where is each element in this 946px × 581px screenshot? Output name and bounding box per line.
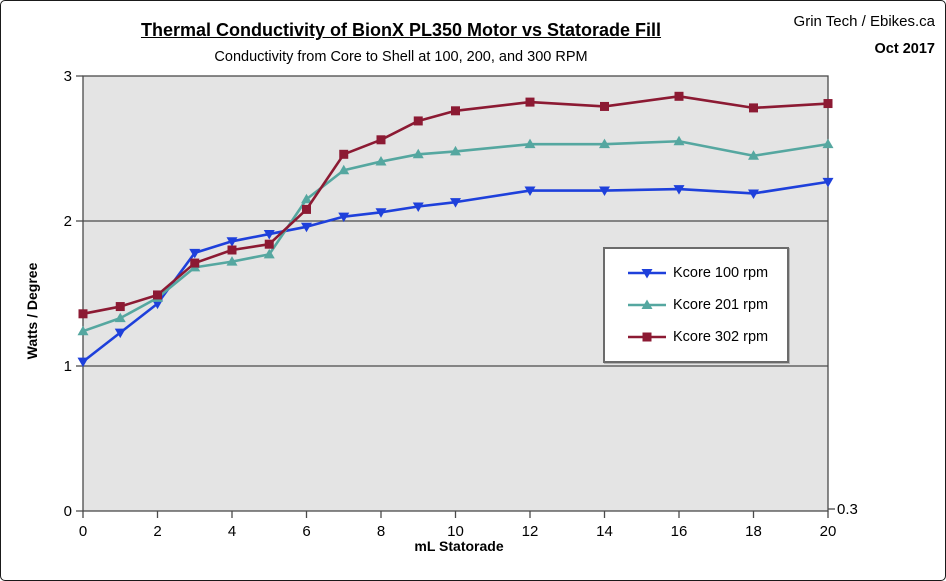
- legend-item-kcore-302: Kcore 302 rpm: [627, 329, 787, 345]
- marker-square: [600, 101, 609, 111]
- marker-triangle-up: [524, 138, 536, 149]
- x-tick-label: 6: [302, 523, 310, 540]
- x-tick-label: 2: [153, 523, 161, 540]
- marker-square: [749, 103, 758, 113]
- legend-marker-kcore-100: [628, 269, 666, 279]
- legend: Kcore 100 rpm Kcore 201 rpm Kcore 302 rp…: [603, 247, 789, 363]
- date-text: Oct 2017: [874, 41, 935, 57]
- marker-triangle-up: [263, 248, 275, 259]
- marker-triangle-up: [673, 135, 685, 146]
- marker-square: [376, 135, 386, 145]
- marker-triangle-up: [77, 325, 89, 336]
- marker-triangle-down: [375, 208, 387, 218]
- marker-square: [451, 106, 460, 116]
- chart-title: Thermal Conductivity of BionX PL350 Moto…: [140, 20, 662, 40]
- marker-square: [642, 332, 652, 342]
- marker-square: [413, 116, 423, 126]
- marker-triangle-up: [226, 256, 238, 266]
- legend-item-kcore-201: Kcore 201 rpm: [627, 297, 787, 313]
- marker-triangle-down: [226, 237, 238, 247]
- marker-triangle-down: [152, 299, 163, 310]
- x-tick-label: 14: [596, 523, 613, 540]
- marker-triangle-up: [114, 312, 126, 323]
- marker-square: [190, 258, 200, 268]
- series-line-1: [82, 139, 829, 333]
- right-axis-label: 0.3: [837, 501, 858, 518]
- marker-triangle-down: [263, 230, 275, 240]
- series-line-2: [82, 95, 829, 316]
- marker-square: [115, 302, 125, 312]
- marker-square: [153, 290, 162, 300]
- y-tick-label: 1: [64, 358, 72, 375]
- y-axis-title: Watts / Degree: [24, 262, 40, 360]
- y-tick-label: 2: [64, 213, 72, 230]
- marker-triangle-down: [450, 198, 461, 208]
- y-tick-label: 0: [64, 503, 72, 520]
- legend-label-kcore-100: Kcore 100 rpm: [673, 265, 769, 281]
- marker-square: [78, 309, 88, 319]
- marker-square: [823, 99, 833, 109]
- marker-triangle-up: [338, 164, 350, 175]
- marker-triangle-up: [822, 138, 834, 149]
- x-tick-label: 0: [79, 523, 87, 540]
- chart-subtitle: Conductivity from Core to Shell at 100, …: [214, 49, 588, 65]
- marker-triangle-down: [748, 189, 759, 199]
- marker-triangle-up: [375, 156, 387, 166]
- marker-triangle-down: [673, 185, 685, 195]
- marker-triangle-down: [822, 177, 834, 188]
- marker-triangle-up: [301, 193, 312, 204]
- marker-square: [302, 204, 311, 214]
- marker-triangle-down: [524, 186, 536, 197]
- marker-triangle-down: [114, 328, 126, 339]
- marker-square: [339, 149, 349, 159]
- legend-label-kcore-302: Kcore 302 rpm: [673, 329, 769, 345]
- x-tick-label: 12: [522, 523, 539, 540]
- marker-triangle-down: [189, 248, 201, 259]
- y-tick-label: 3: [64, 68, 72, 85]
- marker-square: [227, 245, 237, 255]
- x-tick-label: 20: [820, 523, 837, 540]
- marker-triangle-down: [338, 212, 350, 223]
- marker-square: [525, 97, 535, 107]
- brand-text: Grin Tech / Ebikes.ca: [793, 13, 935, 30]
- x-tick-label: 16: [671, 523, 688, 540]
- marker-triangle-up: [450, 145, 461, 156]
- marker-square: [674, 91, 684, 101]
- legend-label-kcore-201: Kcore 201 rpm: [673, 297, 769, 313]
- marker-triangle-up: [748, 150, 759, 160]
- x-tick-label: 18: [745, 523, 762, 540]
- marker-square: [264, 239, 274, 249]
- marker-triangle-up: [412, 148, 424, 159]
- marker-triangle-down: [599, 186, 610, 197]
- legend-marker-kcore-302: [628, 332, 666, 342]
- marker-triangle-down: [641, 269, 653, 279]
- marker-triangle-down: [77, 357, 89, 368]
- marker-triangle-up: [641, 299, 653, 309]
- legend-marker-kcore-201: [628, 299, 666, 309]
- marker-triangle-down: [412, 202, 424, 212]
- legend-item-kcore-100: Kcore 100 rpm: [627, 265, 787, 281]
- marker-triangle-up: [599, 138, 610, 149]
- marker-triangle-down: [301, 222, 312, 233]
- x-axis-title: mL Statorade: [414, 538, 504, 554]
- x-tick-label: 10: [447, 523, 464, 540]
- x-tick-label: 8: [377, 523, 385, 540]
- x-tick-label: 4: [228, 523, 236, 540]
